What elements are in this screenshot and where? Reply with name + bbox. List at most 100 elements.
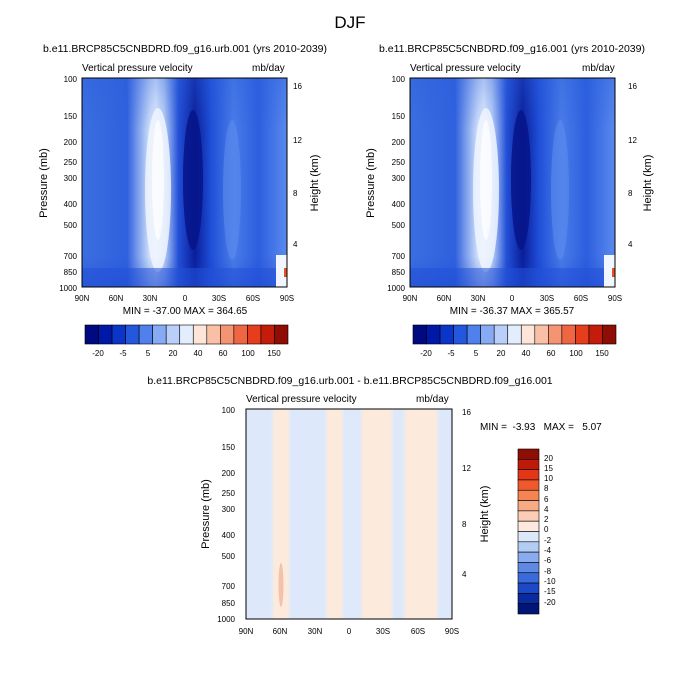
colorbar-swatch [111, 324, 126, 345]
panel-3-colorbar-label: -8 [544, 567, 552, 576]
panel-1-height-tick: 12 [293, 136, 302, 145]
panel-2-xtick: 30S [540, 294, 554, 303]
panel-3-colorbar: 20 15 10 8 6 4 2 0 -2 -4 -6 -8 -10 -15 -… [517, 448, 556, 615]
panel-2-colorbar-label: 100 [569, 349, 583, 358]
colorbar-swatch [517, 479, 540, 491]
colorbar-swatch [138, 324, 153, 345]
panel-3-ytick: 850 [222, 599, 236, 608]
panel-2-ylabel-right: Height (km) [642, 155, 654, 212]
panel-3-colorbar-label: 2 [544, 515, 549, 524]
colorbar-swatch [575, 324, 590, 345]
colorbar-swatch [84, 324, 99, 345]
panel-3-colorbar-label: 10 [544, 474, 553, 483]
panel-1-y-axis: 100 150 200 250 300 400 500 700 850 1000 [59, 75, 77, 293]
panel-1-units-label: mb/day [252, 63, 285, 74]
panel-2-height-tick: 8 [628, 189, 633, 198]
panel-3-colorbar-label: -10 [544, 577, 556, 586]
colorbar-swatch [412, 324, 427, 345]
panel-2-xtick: 0 [510, 294, 515, 303]
panel-1-colorbar-label: 150 [267, 349, 281, 358]
panel-1-xtick: 60S [246, 294, 260, 303]
colorbar-swatch [466, 324, 481, 345]
panel-3-y-axis-right: 16 12 8 4 [462, 408, 471, 579]
panel-3-height-tick: 8 [462, 520, 467, 529]
panel-3-colorbar-label: -4 [544, 546, 552, 555]
colorbar-swatch [588, 324, 603, 345]
colorbar-swatch [233, 324, 248, 345]
panel-2-xtick: 90S [608, 294, 622, 303]
colorbar-swatch [520, 324, 536, 345]
panel-2-stats: MIN = -36.37 MAX = 365.57 [450, 306, 575, 317]
colorbar-swatch [517, 531, 540, 543]
panel-3-colorbar-label: 6 [544, 495, 549, 504]
panel-2-colorbar-label: 150 [595, 349, 609, 358]
panel-3-ylabel: Pressure (mb) [200, 479, 212, 549]
colorbar-swatch [602, 324, 617, 345]
panel-3-ytick: 150 [222, 443, 236, 452]
panel-1-variable-label: Vertical pressure velocity [82, 63, 193, 74]
panel-1: b.e11.BRCP85C5CNBDRD.f09_g16.urb.001 (yr… [38, 43, 327, 358]
panel-1-xtick: 30N [143, 294, 158, 303]
colorbar-swatch [517, 603, 540, 615]
colorbar-swatch [517, 510, 540, 522]
panel-3-colorbar-label: -2 [544, 536, 552, 545]
panel-1-ytick: 200 [64, 138, 78, 147]
panel-1-ytick: 250 [64, 158, 78, 167]
panel-1-ylabel: Pressure (mb) [38, 148, 50, 218]
panel-3-colorbar-label: -20 [544, 598, 556, 607]
colorbar-swatch [517, 551, 540, 563]
panel-2-xtick: 90N [403, 294, 418, 303]
colorbar-swatch [534, 324, 549, 345]
colorbar-swatch [517, 489, 540, 501]
panel-2-ytick: 1000 [387, 284, 405, 293]
colorbar-swatch [517, 500, 540, 512]
colorbar-swatch [125, 324, 140, 345]
panel-3-colorbar-label: 4 [544, 505, 549, 514]
colorbar-swatch [152, 324, 167, 345]
panel-3: b.e11.BRCP85C5CNBDRD.f09_g16.urb.001 - b… [147, 375, 602, 636]
figure-title: DJF [334, 13, 365, 32]
panel-1-ylabel-right: Height (km) [309, 155, 321, 212]
panel-3-plot-area [245, 408, 453, 620]
panel-1-ytick: 400 [64, 200, 78, 209]
panel-1-xtick: 30S [212, 294, 226, 303]
panel-2-ytick: 300 [392, 174, 406, 183]
colorbar-swatch [517, 572, 540, 584]
colorbar-swatch [426, 324, 441, 345]
panel-2-xtick: 60S [574, 294, 588, 303]
panel-3-colorbar-label: 8 [544, 484, 549, 493]
colorbar-swatch [507, 324, 522, 345]
panel-1-ytick: 1000 [59, 284, 77, 293]
colorbar-swatch [517, 469, 540, 481]
panel-1-colorbar-label: -5 [119, 349, 127, 358]
panel-2-ytick: 700 [392, 252, 406, 261]
panel-3-ytick: 200 [222, 469, 236, 478]
panel-1-colorbar: -20 -5 5 20 40 60 100 150 [84, 324, 289, 358]
panel-1-colorbar-label: 5 [146, 349, 151, 358]
panel-2-title: b.e11.BRCP85C5CNBDRD.f09_g16.001 (yrs 20… [379, 43, 645, 55]
panel-1-plot-area [81, 77, 288, 288]
panel-3-xtick: 30S [376, 627, 390, 636]
colorbar-swatch [493, 324, 509, 345]
panel-2-variable-label: Vertical pressure velocity [410, 63, 521, 74]
panel-2-ytick: 150 [392, 112, 406, 121]
colorbar-swatch [517, 541, 540, 553]
panel-3-colorbar-label: 20 [544, 454, 553, 463]
panel-1-height-tick: 4 [293, 240, 298, 249]
colorbar-swatch [517, 593, 540, 604]
panel-3-colorbar-label: -15 [544, 587, 556, 596]
colorbar-swatch [517, 520, 540, 532]
panel-1-ytick: 300 [64, 174, 78, 183]
panel-2-colorbar-label: 20 [497, 349, 506, 358]
panel-1-height-tick: 8 [293, 189, 298, 198]
colorbar-swatch [480, 324, 495, 345]
panel-3-xtick: 60N [273, 627, 288, 636]
panel-1-ytick: 850 [64, 268, 78, 277]
panel-2-ytick: 400 [392, 200, 406, 209]
colorbar-swatch [453, 324, 468, 345]
panel-3-ytick: 500 [222, 552, 236, 561]
panel-2-ytick: 250 [392, 158, 406, 167]
panel-1-colorbar-label: -20 [92, 349, 104, 358]
panel-2-colorbar-label: 60 [547, 349, 556, 358]
